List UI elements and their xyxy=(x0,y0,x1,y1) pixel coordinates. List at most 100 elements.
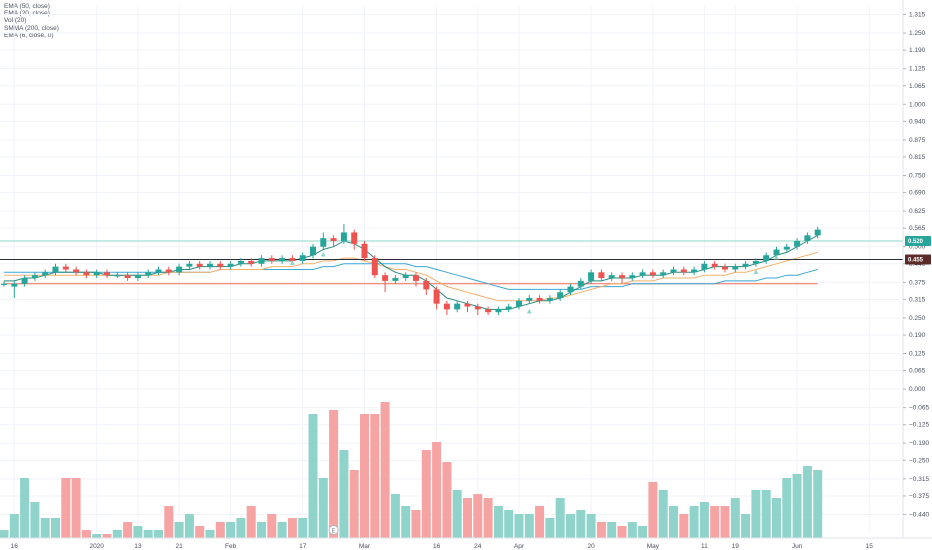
candle xyxy=(52,263,59,276)
x-tick-label: 16 xyxy=(11,543,19,550)
volume-bar xyxy=(401,506,411,538)
legend-smma200[interactable]: SMMA (200, close) xyxy=(4,24,59,32)
candle-body xyxy=(207,263,213,267)
y-tick-label: 1.190 xyxy=(909,47,926,54)
candle xyxy=(361,241,368,261)
candles xyxy=(1,223,821,316)
indicator-legend: EMA (50, close) EMA (20, close) Vol (20)… xyxy=(4,3,59,39)
candle xyxy=(248,258,255,267)
y-tick-label: 0.315 xyxy=(909,296,926,303)
volume-bar xyxy=(267,514,277,538)
volume-bar xyxy=(236,518,246,538)
volume-bar xyxy=(689,506,699,538)
candle-body xyxy=(423,280,430,290)
price-axis[interactable]: 1.315 1.250 1.190 1.125 1.065 1.000 0.940 0.875… xyxy=(902,0,931,538)
volume-bar xyxy=(92,534,102,538)
volume-bar xyxy=(813,470,823,538)
candle xyxy=(722,263,728,273)
candle-body xyxy=(577,280,584,287)
signal-marker: ▲ xyxy=(773,253,781,262)
x-tick-label: 13 xyxy=(134,543,142,550)
candle-body xyxy=(680,269,687,273)
time-axis[interactable]: 16 2020 13 21 Feb 17 Mar 16 24 Apr 20 May 11 19 Jun 15 xyxy=(0,537,932,550)
candle-body xyxy=(196,263,203,267)
x-tick-label: 2020 xyxy=(89,543,104,550)
volume-bar xyxy=(617,526,627,538)
candle-body xyxy=(289,258,296,261)
candle-body xyxy=(104,272,110,276)
candle xyxy=(371,255,378,279)
candle xyxy=(83,269,90,279)
candle-body xyxy=(794,241,801,247)
x-tick-label: 16 xyxy=(433,543,441,550)
volume-bar xyxy=(586,514,596,538)
legend-ema20[interactable]: EMA (20, close) xyxy=(4,10,50,18)
candle-body xyxy=(763,255,770,261)
candle-body xyxy=(93,272,100,276)
hline-price-label: 0.455 xyxy=(908,258,924,264)
candle xyxy=(639,269,646,279)
candle-body xyxy=(155,269,162,273)
hline-price-tag xyxy=(905,254,931,265)
x-tick-label: 11 xyxy=(701,543,708,550)
candle-body xyxy=(660,272,667,276)
volume-bar xyxy=(61,478,71,538)
candle-body xyxy=(217,263,224,267)
candle-body xyxy=(464,303,471,307)
y-tick-label: 0.690 xyxy=(909,190,926,197)
volume-bar xyxy=(0,530,9,538)
x-tick-label: 17 xyxy=(299,543,307,550)
volume-bar xyxy=(504,510,514,538)
volume-bar xyxy=(154,530,163,538)
candle-body xyxy=(742,263,749,267)
volume-bar xyxy=(133,526,143,538)
volume-bar xyxy=(298,518,308,538)
legend-ema50[interactable]: EMA (50, close) xyxy=(4,3,50,10)
candle xyxy=(392,275,399,284)
candle xyxy=(299,252,306,264)
candle-body xyxy=(474,306,481,310)
candle-body xyxy=(361,243,368,259)
candle xyxy=(330,235,337,247)
volume-bar xyxy=(720,506,730,538)
candle xyxy=(134,272,141,281)
y-tick-label: 0.000 xyxy=(909,386,926,393)
candle xyxy=(42,269,49,279)
volume-bar xyxy=(524,514,534,538)
volume-bar xyxy=(751,490,761,538)
volume-bar xyxy=(669,506,678,538)
candle-body xyxy=(248,260,255,264)
candle xyxy=(495,306,502,316)
earnings-event-label: E xyxy=(332,529,336,535)
candle xyxy=(752,258,759,267)
candle-body xyxy=(804,235,811,241)
candle xyxy=(464,300,471,313)
volume-bar xyxy=(390,494,400,538)
candle-body xyxy=(711,263,718,267)
volume-bar xyxy=(184,514,194,538)
candle xyxy=(691,266,698,276)
x-tick-label: 24 xyxy=(474,543,482,550)
volume-bar xyxy=(195,526,205,538)
candle-body xyxy=(485,309,492,313)
last-price-tag xyxy=(905,236,931,246)
volume-bar xyxy=(226,522,236,538)
y-tick-label: −0.375 xyxy=(909,493,929,500)
candle-body xyxy=(392,278,399,281)
volume-bar xyxy=(463,498,472,538)
candle-body xyxy=(1,283,7,285)
candle-body xyxy=(134,275,141,279)
y-tick-label: 1.125 xyxy=(909,66,926,73)
candle xyxy=(258,255,265,267)
volume-bar xyxy=(81,530,91,538)
volume-bar xyxy=(782,478,792,538)
volume-bar xyxy=(658,490,668,538)
volume-bar xyxy=(102,534,112,538)
volume-bar xyxy=(679,514,689,538)
volume-bar xyxy=(30,502,40,538)
candle-body xyxy=(783,246,790,250)
volume-bar xyxy=(411,510,421,538)
legend-ema6[interactable]: EMA (6, close, 0) xyxy=(4,31,54,39)
legend-vol[interactable]: Vol (20) xyxy=(4,17,27,25)
